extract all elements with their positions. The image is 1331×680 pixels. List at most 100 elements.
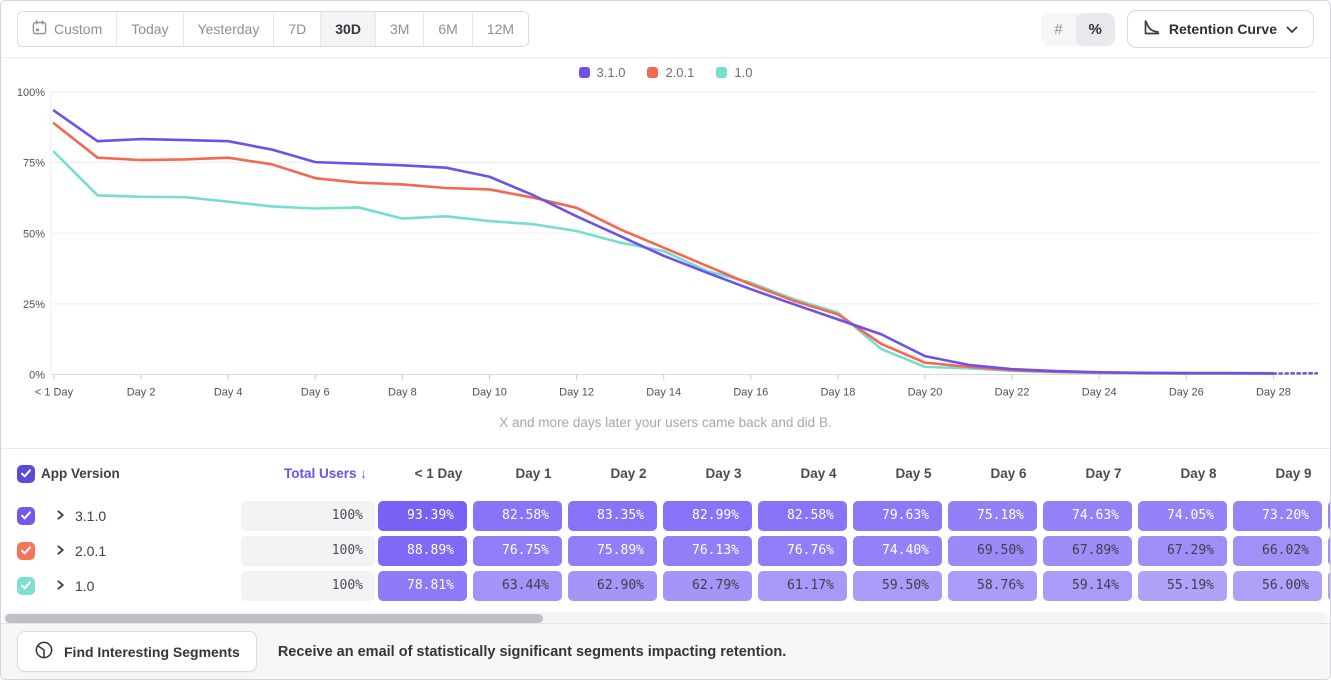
date-range-3m[interactable]: 3M — [374, 12, 424, 46]
legend-item-2.0.1[interactable]: 2.0.1 — [647, 65, 694, 80]
sort-descending-icon: ↓ — [360, 466, 367, 481]
chevron-down-icon — [1286, 21, 1298, 37]
table-row-3.1.0: 3.1.0 100% 93.39% 82.58% 83.35% 82.99% 82.58% 7… — [1, 498, 1330, 533]
date-range-label: 3M — [389, 21, 410, 37]
retention-value-cell: 58.76% — [948, 570, 1037, 601]
row-checkbox-1.0[interactable] — [17, 576, 35, 595]
x-axis-label: Day 28 — [1256, 387, 1291, 399]
date-range-today[interactable]: Today — [116, 12, 183, 46]
legend-item-3.1.0[interactable]: 3.1.0 — [578, 65, 626, 80]
total-users-cell: 100% — [241, 570, 375, 601]
retention-value-cell: 61.17% — [758, 570, 847, 601]
retention-value-cell: 78.81% — [378, 570, 467, 601]
retention-value-cell: 74.40% — [853, 535, 942, 566]
date-range-30d[interactable]: 30D — [320, 12, 375, 46]
app-version-label: 2.0.1 — [75, 542, 107, 559]
column-header-day-9[interactable]: Day 9 — [1275, 466, 1312, 481]
row-checkbox-2.0.1[interactable] — [17, 541, 35, 560]
retention-value-cell: 63.44% — [473, 570, 562, 601]
expand-chevron-icon[interactable] — [56, 507, 65, 525]
x-axis-label: Day 16 — [733, 387, 768, 399]
date-range-label: Today — [131, 21, 169, 37]
select-all-checkbox[interactable] — [17, 464, 35, 483]
chart-type-label: Retention Curve — [1168, 21, 1277, 37]
table-header: App Version Total Users ↓ < 1 Day Day 1 Da… — [1, 448, 1330, 498]
retention-line-1.0 — [52, 150, 1275, 375]
legend-item-1.0[interactable]: 1.0 — [716, 65, 752, 80]
column-header-day-8[interactable]: Day 8 — [1180, 466, 1217, 481]
value-format-toggle: #% — [1041, 12, 1115, 46]
column-header-day-5[interactable]: Day 5 — [895, 466, 932, 481]
horizontal-scrollbar-thumb[interactable] — [5, 613, 543, 623]
legend-label: 1.0 — [734, 65, 753, 80]
retention-value-cell: 59.14% — [1043, 570, 1132, 601]
retention-value-cell: 82.58% — [758, 500, 847, 531]
date-range-12m[interactable]: 12M — [471, 12, 529, 46]
x-axis-label: Day 4 — [214, 387, 243, 399]
horizontal-scrollbar-track[interactable] — [3, 612, 1328, 624]
column-header-day-7[interactable]: Day 7 — [1085, 466, 1122, 481]
y-axis-label: 100% — [17, 87, 45, 99]
retention-value-cell: 74.05% — [1138, 500, 1227, 531]
column-header-day-1[interactable]: Day 1 — [515, 466, 552, 481]
date-range-label: 7D — [288, 21, 307, 37]
find-interesting-segments-button[interactable]: Find Interesting Segments — [17, 631, 257, 672]
chart-subtitle: X and more days later your users came ba… — [499, 415, 832, 430]
segments-button-label: Find Interesting Segments — [64, 643, 240, 660]
retention-value-cell: 74.63% — [1043, 500, 1132, 531]
signal-segments-icon — [34, 640, 54, 663]
retention-value-cell: 88.89% — [378, 535, 467, 566]
retention-value-cell: 62.90% — [568, 570, 657, 601]
column-header-day-6[interactable]: Day 6 — [990, 466, 1027, 481]
expand-chevron-icon[interactable] — [56, 542, 65, 560]
y-axis-label: 75% — [23, 158, 45, 170]
date-range-label: 12M — [486, 21, 515, 37]
retention-value-cell: 76.13% — [663, 535, 752, 566]
column-header-1-day[interactable]: < 1 Day — [414, 466, 463, 481]
retention-curve-icon — [1143, 19, 1160, 39]
x-axis-label: Day 20 — [908, 387, 943, 399]
y-axis-label: 25% — [23, 299, 45, 311]
retention-value-cell: 83.35% — [568, 500, 657, 531]
column-header-day-3[interactable]: Day 3 — [705, 466, 742, 481]
retention-line-2.0.1 — [52, 122, 1275, 375]
absolute-values-toggle[interactable]: # — [1054, 20, 1063, 38]
retention-value-cell: 76.75% — [473, 535, 562, 566]
column-header-app-version: App Version — [41, 466, 120, 481]
retention-line-plot: 0% 25% 50% 75% 100% < 1 Day Day 2 Day 4 Day 6 Day… — [17, 87, 1319, 399]
column-header-total-users[interactable]: Total Users ↓ — [283, 466, 367, 481]
row-checkbox-3.1.0[interactable] — [17, 506, 35, 525]
x-axis-label: Day 22 — [995, 387, 1030, 399]
calendar-icon — [32, 20, 47, 38]
date-range-7d[interactable]: 7D — [273, 12, 321, 46]
retention-value-cell-cutoff — [1328, 570, 1330, 601]
retention-value-cell: 67.89% — [1043, 535, 1132, 566]
retention-value-cell: 73.20% — [1233, 500, 1322, 531]
column-header-day-2[interactable]: Day 2 — [610, 466, 647, 481]
table-row-1.0: 1.0 100% 78.81% 63.44% 62.90% 62.79% 61.17% 59.… — [1, 568, 1330, 603]
percent-values-toggle[interactable]: % — [1075, 12, 1115, 46]
version-cell: 1.0 — [41, 577, 241, 595]
total-users-cell: 100% — [241, 500, 375, 531]
retention-value-cell: 79.63% — [853, 500, 942, 531]
toolbar-right: #% Retention Curve — [1041, 10, 1314, 48]
date-range-group: Custom Today Yesterday 7D 30D 3M 6M 12M — [17, 11, 530, 47]
legend-swatch — [716, 67, 728, 78]
x-axis-label: Day 26 — [1169, 387, 1204, 399]
legend-label: 3.1.0 — [596, 65, 626, 80]
table-row-2.0.1: 2.0.1 100% 88.89% 76.75% 75.89% 76.13% 76.76% 7… — [1, 533, 1330, 568]
retention-value-cell: 75.89% — [568, 535, 657, 566]
column-header-day-4[interactable]: Day 4 — [800, 466, 837, 481]
retention-value-cell-cutoff — [1328, 500, 1330, 531]
x-axis-label: Day 14 — [646, 387, 681, 399]
legend-label: 2.0.1 — [665, 65, 695, 80]
date-range-6m[interactable]: 6M — [423, 12, 472, 46]
date-range-custom[interactable]: Custom — [18, 12, 117, 46]
date-range-yesterday[interactable]: Yesterday — [182, 12, 274, 46]
x-axis-label: Day 8 — [388, 387, 417, 399]
version-cell: 3.1.0 — [41, 507, 241, 525]
expand-chevron-icon[interactable] — [56, 577, 65, 595]
retention-value-cell: 66.02% — [1233, 535, 1322, 566]
chart-type-dropdown[interactable]: Retention Curve — [1126, 10, 1314, 48]
